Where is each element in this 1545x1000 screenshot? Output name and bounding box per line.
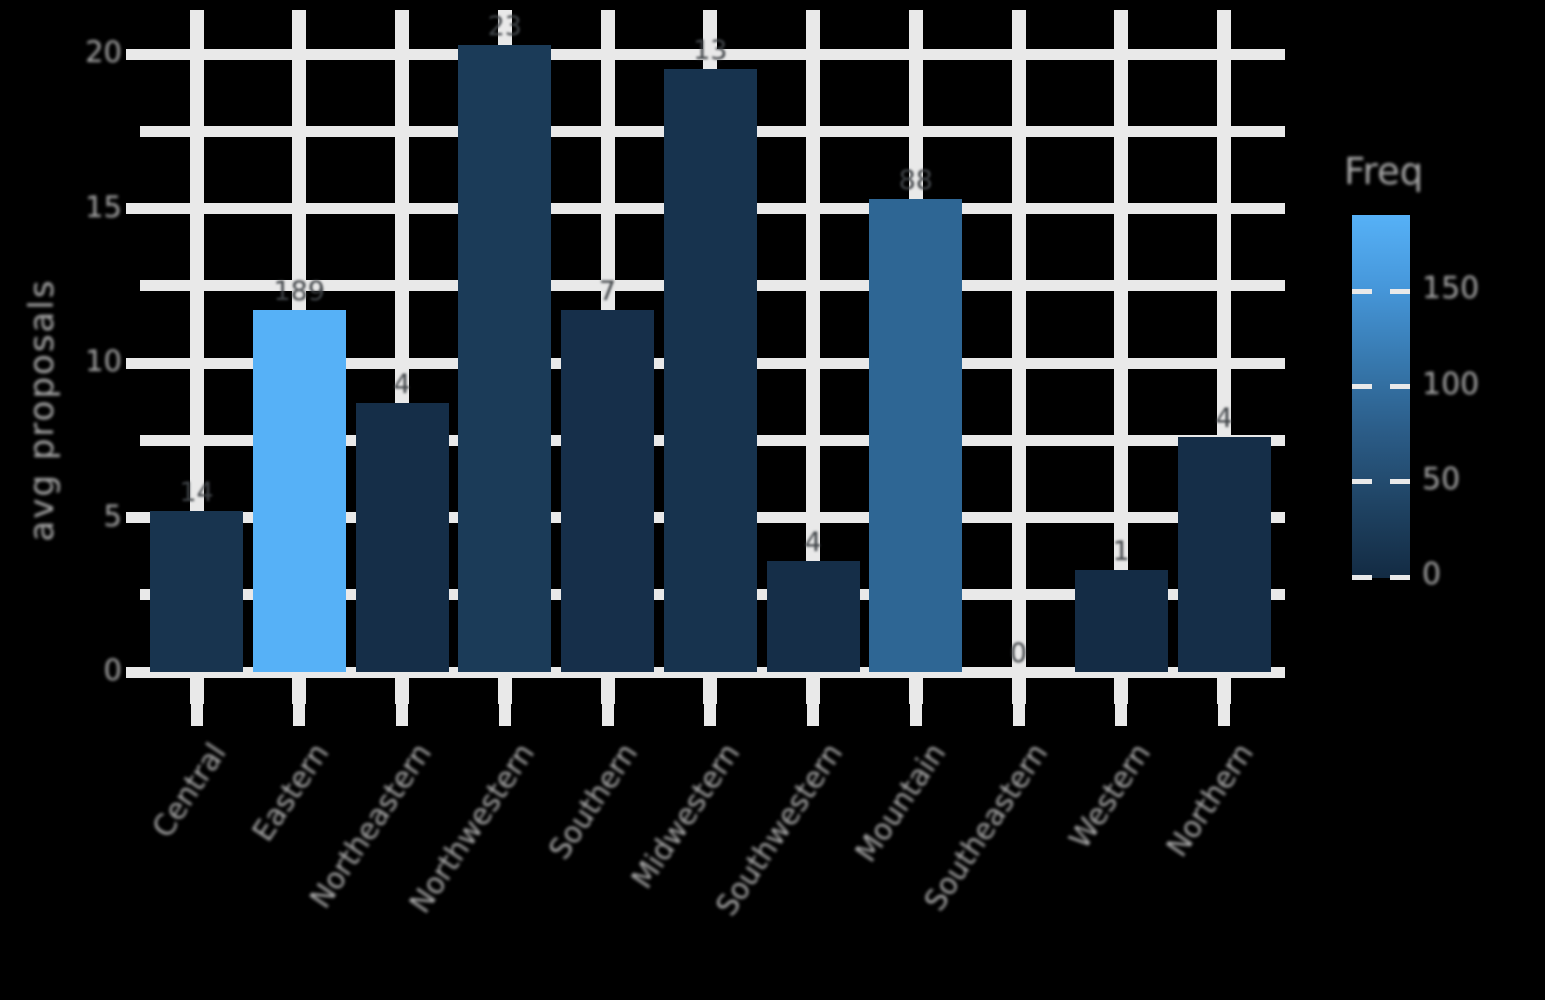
legend-tick-left: [1352, 384, 1372, 389]
x-tick-label: Mountain: [848, 737, 952, 869]
bar: [1177, 437, 1271, 672]
x-axis-tick: [1115, 704, 1128, 726]
legend-tick-right: [1390, 574, 1410, 580]
bar: [150, 511, 243, 672]
y-axis-tick: [126, 512, 140, 523]
bar: [561, 310, 654, 672]
legend-tick-label: 150: [1422, 271, 1480, 307]
bar: [766, 560, 860, 672]
y-tick-label: 20: [85, 35, 122, 69]
x-axis-tick: [396, 704, 408, 726]
legend-title: Freq: [1344, 150, 1424, 193]
legend-tick-label: 50: [1422, 461, 1461, 497]
bar-value-label: 4: [1215, 403, 1233, 435]
y-axis-tick: [126, 48, 140, 60]
bar-value-label: 189: [273, 276, 326, 308]
x-tick-label: Northern: [1160, 737, 1261, 863]
legend-colorbar: [1352, 215, 1410, 578]
bar: [869, 199, 963, 672]
bar-value-label: 1: [1112, 536, 1130, 568]
bar: [458, 44, 552, 672]
x-axis-tick: [190, 704, 203, 726]
v-gridline: [806, 10, 820, 704]
y-axis-tick: [126, 203, 140, 214]
x-axis-tick: [293, 704, 306, 726]
y-tick-label: 0: [103, 653, 122, 687]
bar-value-label: 4: [393, 369, 411, 401]
x-tick-label: Western: [1062, 737, 1158, 855]
bar-value-label: 13: [693, 35, 728, 67]
legend-tick-left: [1352, 479, 1372, 485]
legend-tick-left: [1352, 574, 1372, 580]
bar-value-label: 14: [179, 477, 214, 509]
y-axis-title: avg proposals: [22, 278, 62, 542]
x-axis-tick: [1012, 704, 1025, 726]
x-axis-tick: [601, 704, 614, 726]
bar: [663, 69, 757, 672]
bar-value-label: 0: [1009, 638, 1028, 669]
legend-tick-left: [1352, 288, 1372, 294]
x-axis-tick: [1218, 704, 1230, 726]
y-axis-tick: [126, 666, 140, 678]
y-tick-label: 15: [85, 189, 122, 224]
bar-value-label: 88: [898, 165, 933, 197]
bar-value-label: 23: [487, 10, 522, 42]
y-tick-label: 10: [85, 344, 122, 378]
x-tick-label: Southern: [541, 737, 644, 866]
legend-tick-right: [1390, 288, 1410, 294]
x-tick-label: Eastern: [245, 737, 336, 848]
legend-tick-label: 0: [1422, 557, 1442, 592]
bar: [252, 310, 346, 672]
v-gridline: [1011, 10, 1026, 704]
bar-value-label: 7: [598, 276, 617, 308]
y-tick-label: 5: [103, 498, 122, 533]
legend-tick-right: [1390, 479, 1410, 485]
bar: [355, 403, 449, 672]
x-tick-label: Midwestern: [624, 737, 747, 895]
x-tick-label: Central: [145, 737, 233, 844]
x-axis-tick: [909, 704, 922, 726]
legend-tick-label: 100: [1422, 366, 1480, 402]
bar: [1074, 570, 1168, 672]
x-axis-tick: [807, 704, 819, 726]
v-gridline: [1114, 10, 1129, 704]
legend-tick-right: [1390, 384, 1410, 389]
x-axis-tick: [498, 704, 511, 726]
x-axis-tick: [704, 704, 717, 726]
y-axis-tick: [126, 357, 140, 369]
bar-value-label: 4: [804, 526, 822, 558]
